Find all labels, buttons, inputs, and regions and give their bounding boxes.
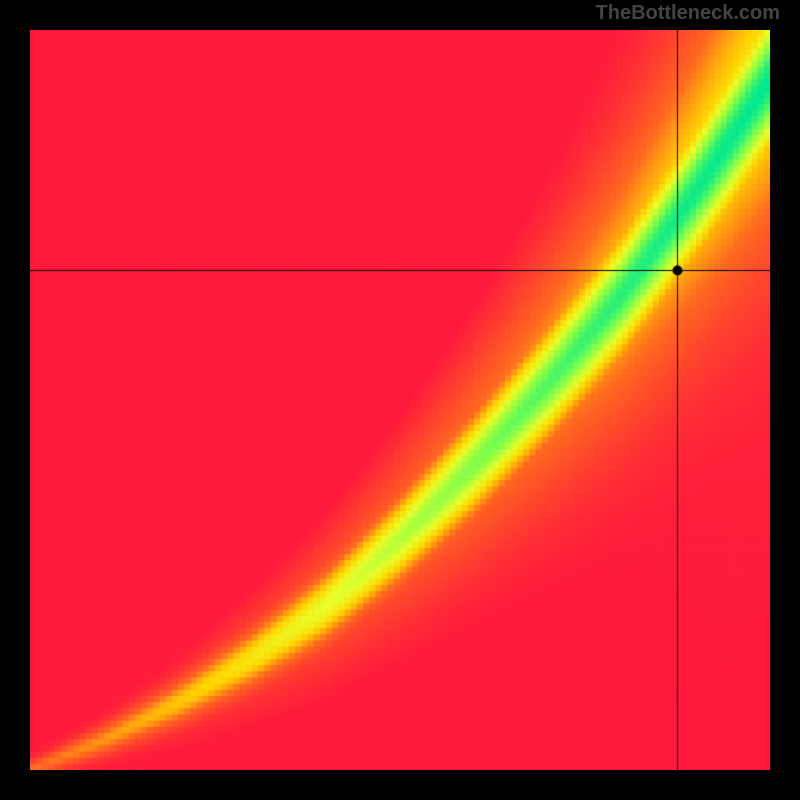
watermark-label: TheBottleneck.com (596, 2, 780, 25)
chart-container: TheBottleneck.com (0, 0, 800, 800)
heatmap-plot (30, 30, 770, 770)
heatmap-canvas (30, 30, 770, 770)
